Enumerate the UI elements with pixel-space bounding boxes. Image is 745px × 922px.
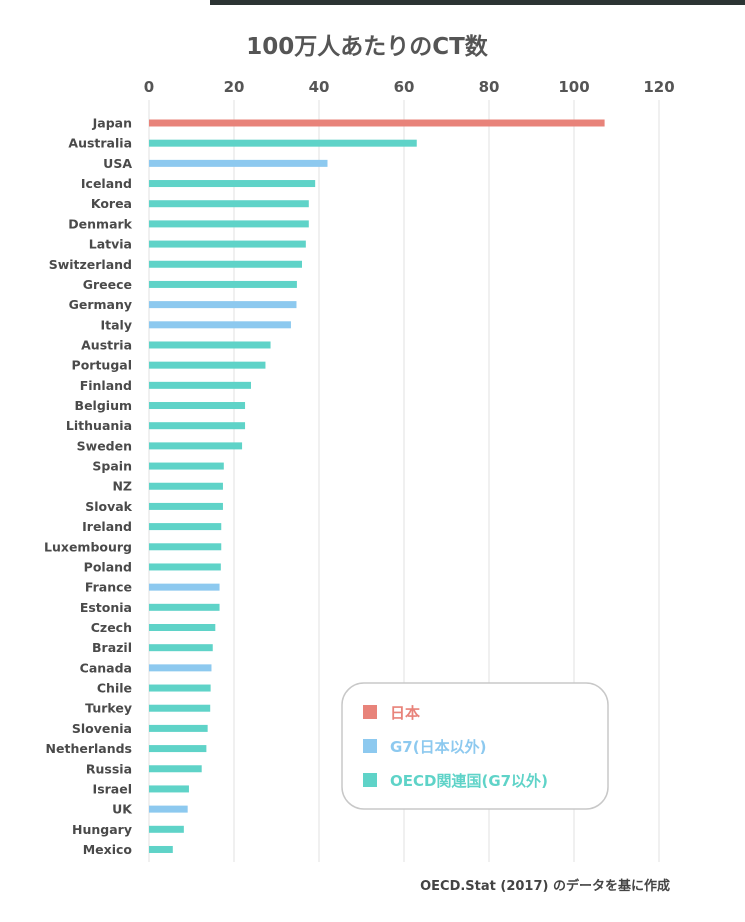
bar-italy [149,321,291,329]
x-tick-label-0: 0 [144,78,154,96]
category-label-chile: Chile [97,681,132,696]
category-label-poland: Poland [84,559,132,574]
bar-usa [149,159,328,167]
category-label-denmark: Denmark [68,216,132,231]
category-label-slovenia: Slovenia [72,721,132,736]
bar-czech [149,624,216,631]
category-label-slovak: Slovak [85,499,132,514]
legend-swatch-japan [363,705,377,719]
category-label-luxembourg: Luxembourg [44,539,132,554]
category-label-ireland: Ireland [82,519,132,534]
bar-germany [149,301,297,309]
bar-slovak [149,502,223,510]
legend-label-japan: 日本 [390,704,420,722]
category-label-portugal: Portugal [72,358,132,373]
window-top-bar-highlight [0,0,210,5]
category-label-germany: Germany [69,297,132,312]
bar-sweden [149,442,243,450]
bar-austria [149,341,271,349]
bar-latvia [149,240,306,248]
category-label-korea: Korea [91,196,132,211]
bar-denmark [149,220,309,228]
category-label-netherlands: Netherlands [46,741,132,756]
category-label-turkey: Turkey [85,701,132,716]
bar-portugal [149,361,266,369]
bar-hungary [149,825,184,833]
category-label-czech: Czech [91,620,132,635]
chart-title: 100万人あたりのCT数 [246,34,489,60]
category-label-nz: NZ [112,479,132,494]
bar-turkey [149,704,211,712]
category-label-australia: Australia [68,136,132,151]
category-label-sweden: Sweden [77,438,132,453]
bar-netherlands [149,745,207,753]
x-axis-ticks: 0 20 40 60 80 100 120 [144,78,675,96]
category-label-iceland: Iceland [81,176,132,191]
category-label-latvia: Latvia [89,237,132,252]
bar-finland [149,381,251,389]
bar-slovenia [149,724,208,732]
legend: 日本 G7(日本以外) OECD関連国(G7以外) [341,682,609,810]
category-label-switzerland: Switzerland [49,257,132,272]
category-label-finland: Finland [80,378,132,393]
bar-uk [149,805,188,813]
x-tick-label-60: 60 [394,78,415,96]
x-tick-label-20: 20 [224,78,245,96]
bar-israel [149,785,189,793]
category-label-israel: Israel [93,781,132,796]
bar-lithuania [149,422,246,430]
bar-switzerland [149,260,302,268]
category-label-greece: Greece [83,277,132,292]
bar-poland [149,563,221,571]
bar-mexico [149,845,173,853]
category-label-italy: Italy [101,317,133,332]
bar-ireland [149,523,222,531]
category-label-spain: Spain [92,459,132,474]
window-top-bar [0,0,745,5]
bar-belgium [149,402,246,410]
category-label-hungary: Hungary [72,822,132,837]
bar-korea [149,200,309,208]
bar-australia [149,139,417,147]
category-label-estonia: Estonia [80,600,132,615]
category-label-mexico: Mexico [83,842,133,857]
x-tick-label-120: 120 [643,78,674,96]
category-label-uk: UK [112,802,133,817]
category-label-usa: USA [103,156,132,171]
bar-nz [149,482,223,490]
category-label-brazil: Brazil [92,640,132,655]
bar-luxembourg [149,543,222,551]
source-note: OECD.Stat (2017) のデータを基に作成 [420,878,670,894]
category-label-japan: Japan [92,116,132,131]
category-label-austria: Austria [81,337,132,352]
bars [149,119,605,853]
legend-swatch-g7 [363,739,377,753]
bar-france [149,583,220,591]
bar-canada [149,664,212,672]
legend-box [341,682,609,810]
bar-estonia [149,603,220,611]
x-tick-label-40: 40 [309,78,330,96]
legend-label-oecd: OECD関連国(G7以外) [390,772,548,790]
bar-greece [149,280,297,288]
bar-iceland [149,180,316,188]
category-labels: Japan Australia USA Iceland Korea Denmark Latv… [44,116,133,857]
bar-japan [149,119,605,127]
category-label-russia: Russia [86,761,132,776]
category-label-france: France [85,580,132,595]
bar-brazil [149,644,213,652]
category-label-canada: Canada [80,660,132,675]
legend-swatch-oecd [363,773,377,787]
bar-spain [149,462,224,470]
category-label-belgium: Belgium [75,398,132,413]
bar-chile [149,684,211,692]
bar-russia [149,765,202,773]
x-tick-label-100: 100 [558,78,589,96]
x-tick-label-80: 80 [479,78,500,96]
category-label-lithuania: Lithuania [66,418,132,433]
legend-label-g7: G7(日本以外) [390,738,486,756]
